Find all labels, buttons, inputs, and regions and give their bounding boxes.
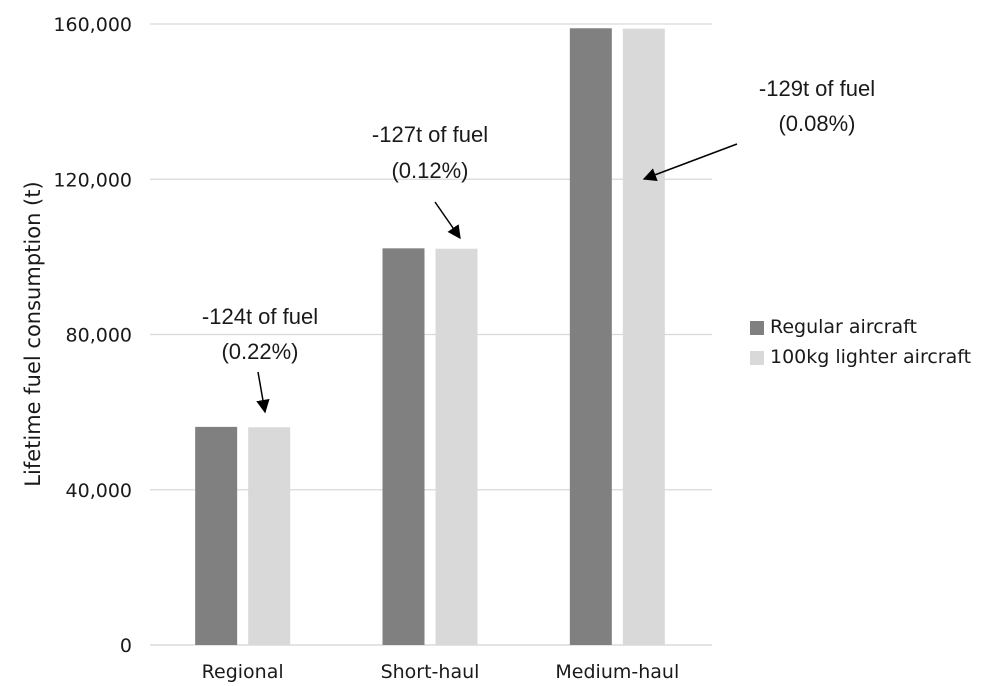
annotation-percent: (0.08%): [778, 111, 855, 136]
annotation-text: -127t of fuel: [372, 122, 488, 147]
y-tick-label: 0: [120, 635, 132, 657]
annotation-arrow: [642, 143, 738, 182]
annotation-text: -129t of fuel: [759, 76, 875, 101]
y-axis-ticks: 0 40,000 80,000 120,000 160,000: [53, 14, 132, 657]
bar-short-haul-series-1: [382, 248, 425, 645]
y-tick-label: 120,000: [53, 169, 132, 191]
y-axis-label: Lifetime fuel consumption (t): [21, 181, 45, 486]
annotations: -124t of fuel (0.22%) -127t of fuel (0.12%)…: [202, 76, 875, 414]
legend-label: Regular aircraft: [770, 316, 917, 338]
y-tick-label: 160,000: [53, 14, 132, 36]
x-category-label: Short-haul: [381, 661, 480, 683]
bars: [195, 28, 665, 646]
annotation-percent: (0.12%): [391, 158, 468, 183]
legend-swatch: [750, 351, 764, 365]
bar-short-haul-series-2: [435, 248, 478, 646]
x-axis-categories: Regional Short-haul Medium-haul: [202, 661, 680, 683]
legend: Regular aircraft 100kg lighter aircraft: [750, 316, 971, 368]
x-category-label: Medium-haul: [555, 661, 679, 683]
bar-regional-series-2: [248, 427, 291, 645]
bar-medium-haul-series-1: [569, 28, 612, 646]
y-tick-label: 80,000: [66, 325, 132, 347]
bar-regional-series-1: [195, 426, 238, 645]
annotation-arrow: [256, 371, 270, 414]
legend-label: 100kg lighter aircraft: [770, 346, 971, 368]
y-tick-label: 40,000: [66, 480, 132, 502]
legend-swatch: [750, 321, 764, 335]
x-category-label: Regional: [202, 661, 284, 683]
annotation-arrow: [434, 201, 461, 240]
annotation-text: -124t of fuel: [202, 304, 318, 329]
annotation-percent: (0.22%): [221, 339, 298, 364]
bar-medium-haul-series-2: [622, 28, 665, 646]
gridlines: [150, 23, 712, 646]
